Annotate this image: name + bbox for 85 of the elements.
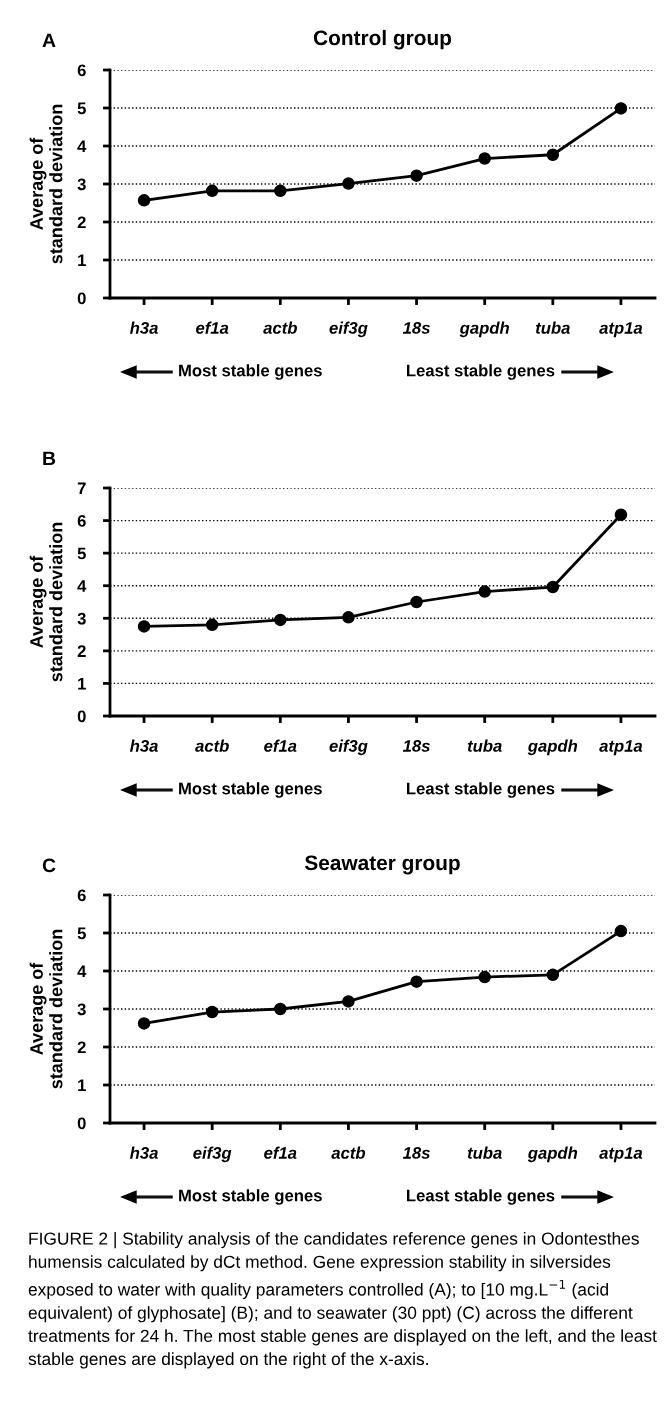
y-tick-label: 2 — [77, 1041, 86, 1054]
text: Most stable genes — [179, 364, 322, 380]
x-tick-label: actb — [263, 321, 297, 334]
y-tick-label: 3 — [77, 178, 86, 191]
x-tick-label: 18s — [402, 740, 430, 752]
point — [137, 1017, 151, 1030]
text: B — [43, 451, 56, 466]
point — [478, 970, 491, 984]
text: C — [42, 858, 56, 873]
x-tick-label: eif3g — [193, 1146, 232, 1163]
x-tick-label: tuba — [467, 739, 502, 752]
y-tick-label: 3 — [77, 1003, 86, 1016]
y-tick-label: 5 — [77, 547, 86, 560]
point — [205, 184, 219, 198]
x-tick-label: h3a — [129, 1146, 158, 1159]
point — [614, 508, 628, 521]
y-tick-label: 6 — [77, 64, 86, 77]
y-tick-label: 7 — [77, 482, 86, 495]
text: Least stable genes — [406, 1189, 555, 1205]
y-tick-label: 2 — [77, 645, 86, 657]
x-tick-label: gapdh — [459, 321, 509, 338]
x-tick-label: tuba — [467, 1146, 502, 1159]
y-tick-label: 6 — [77, 889, 86, 902]
y-tick-label: 0 — [77, 292, 86, 305]
text: A — [42, 33, 56, 48]
text: Least stable genes — [406, 364, 555, 380]
point — [478, 585, 491, 598]
x-tick-label: gapdh — [527, 739, 578, 756]
x-tick-label: eif3g — [329, 739, 368, 756]
text: Least stable genes — [406, 782, 555, 798]
point — [546, 968, 560, 982]
text: Most stable genes — [179, 782, 322, 798]
point — [342, 611, 355, 624]
y-axis-title: Average of standard deviation — [29, 929, 63, 1089]
point — [274, 613, 287, 627]
caption: FIGURE 2 | Stability analysis of the candidates reference genes in Odontesthes humensis calculated by dCt method. Gene expression stability in silversides exposed to water with quality parameters controlled (A); to [10 mg.L$^{−1}$ (acid equivalent) of glyphosate] (B); and to seawater (30 ppt) (C) across the different treatments for 24 h. The most stable genes are displayed on the left, and the least stable genes are displayed on the right of the x-axis. — [28, 1232, 657, 1369]
point — [342, 995, 355, 1008]
x-tick-label: 18s — [402, 322, 430, 334]
x-tick-label: tuba — [535, 321, 570, 334]
x-tick-label: ef1a — [264, 739, 297, 752]
x-tick-label: h3a — [129, 321, 158, 334]
y-tick-label: 4 — [77, 965, 87, 978]
x-tick-label: atp1a — [599, 322, 643, 338]
x-tick-label: 18s — [402, 1147, 430, 1159]
point — [410, 169, 423, 182]
x-tick-label: h3a — [129, 739, 158, 752]
x-tick-label: ef1a — [196, 321, 229, 334]
point — [546, 148, 560, 161]
y-tick-label: 0 — [77, 1117, 86, 1130]
x-tick-label: ef1a — [264, 1146, 297, 1159]
point — [614, 102, 628, 115]
point — [614, 924, 628, 938]
point — [546, 580, 560, 594]
y-tick-label: 0 — [77, 710, 86, 723]
x-tick-label: actb — [331, 1146, 366, 1159]
y-tick-label: 2 — [77, 216, 86, 229]
point — [410, 595, 423, 609]
y-tick-label: 1 — [78, 678, 86, 690]
point — [342, 177, 355, 190]
y-tick-label: 1 — [78, 1079, 86, 1092]
point — [205, 1005, 219, 1019]
y-axis-title: Average of standard deviation — [29, 104, 63, 264]
y-tick-label: 5 — [77, 102, 86, 115]
chart-title: Control group — [313, 29, 452, 50]
point — [137, 194, 151, 207]
x-tick-label: gapdh — [527, 1146, 578, 1163]
y-tick-label: 6 — [77, 514, 86, 527]
point — [205, 618, 219, 632]
point — [137, 620, 151, 633]
x-tick-label: actb — [195, 739, 229, 752]
point — [274, 1002, 287, 1016]
y-tick-label: 3 — [77, 612, 86, 625]
y-axis-title: Average of standard deviation — [29, 522, 63, 682]
x-tick-label: atp1a — [599, 1147, 643, 1163]
text: Most stable genes — [179, 1189, 322, 1205]
point — [274, 184, 287, 198]
y-tick-label: 4 — [77, 140, 87, 153]
x-tick-label: atp1a — [599, 740, 643, 756]
x-tick-label: eif3g — [329, 321, 368, 338]
y-tick-label: 5 — [77, 927, 86, 940]
y-tick-label: 1 — [78, 254, 86, 267]
point — [410, 975, 423, 988]
y-tick-label: 4 — [77, 580, 87, 592]
chart-title: Seawater group — [304, 855, 460, 875]
point — [478, 152, 491, 165]
